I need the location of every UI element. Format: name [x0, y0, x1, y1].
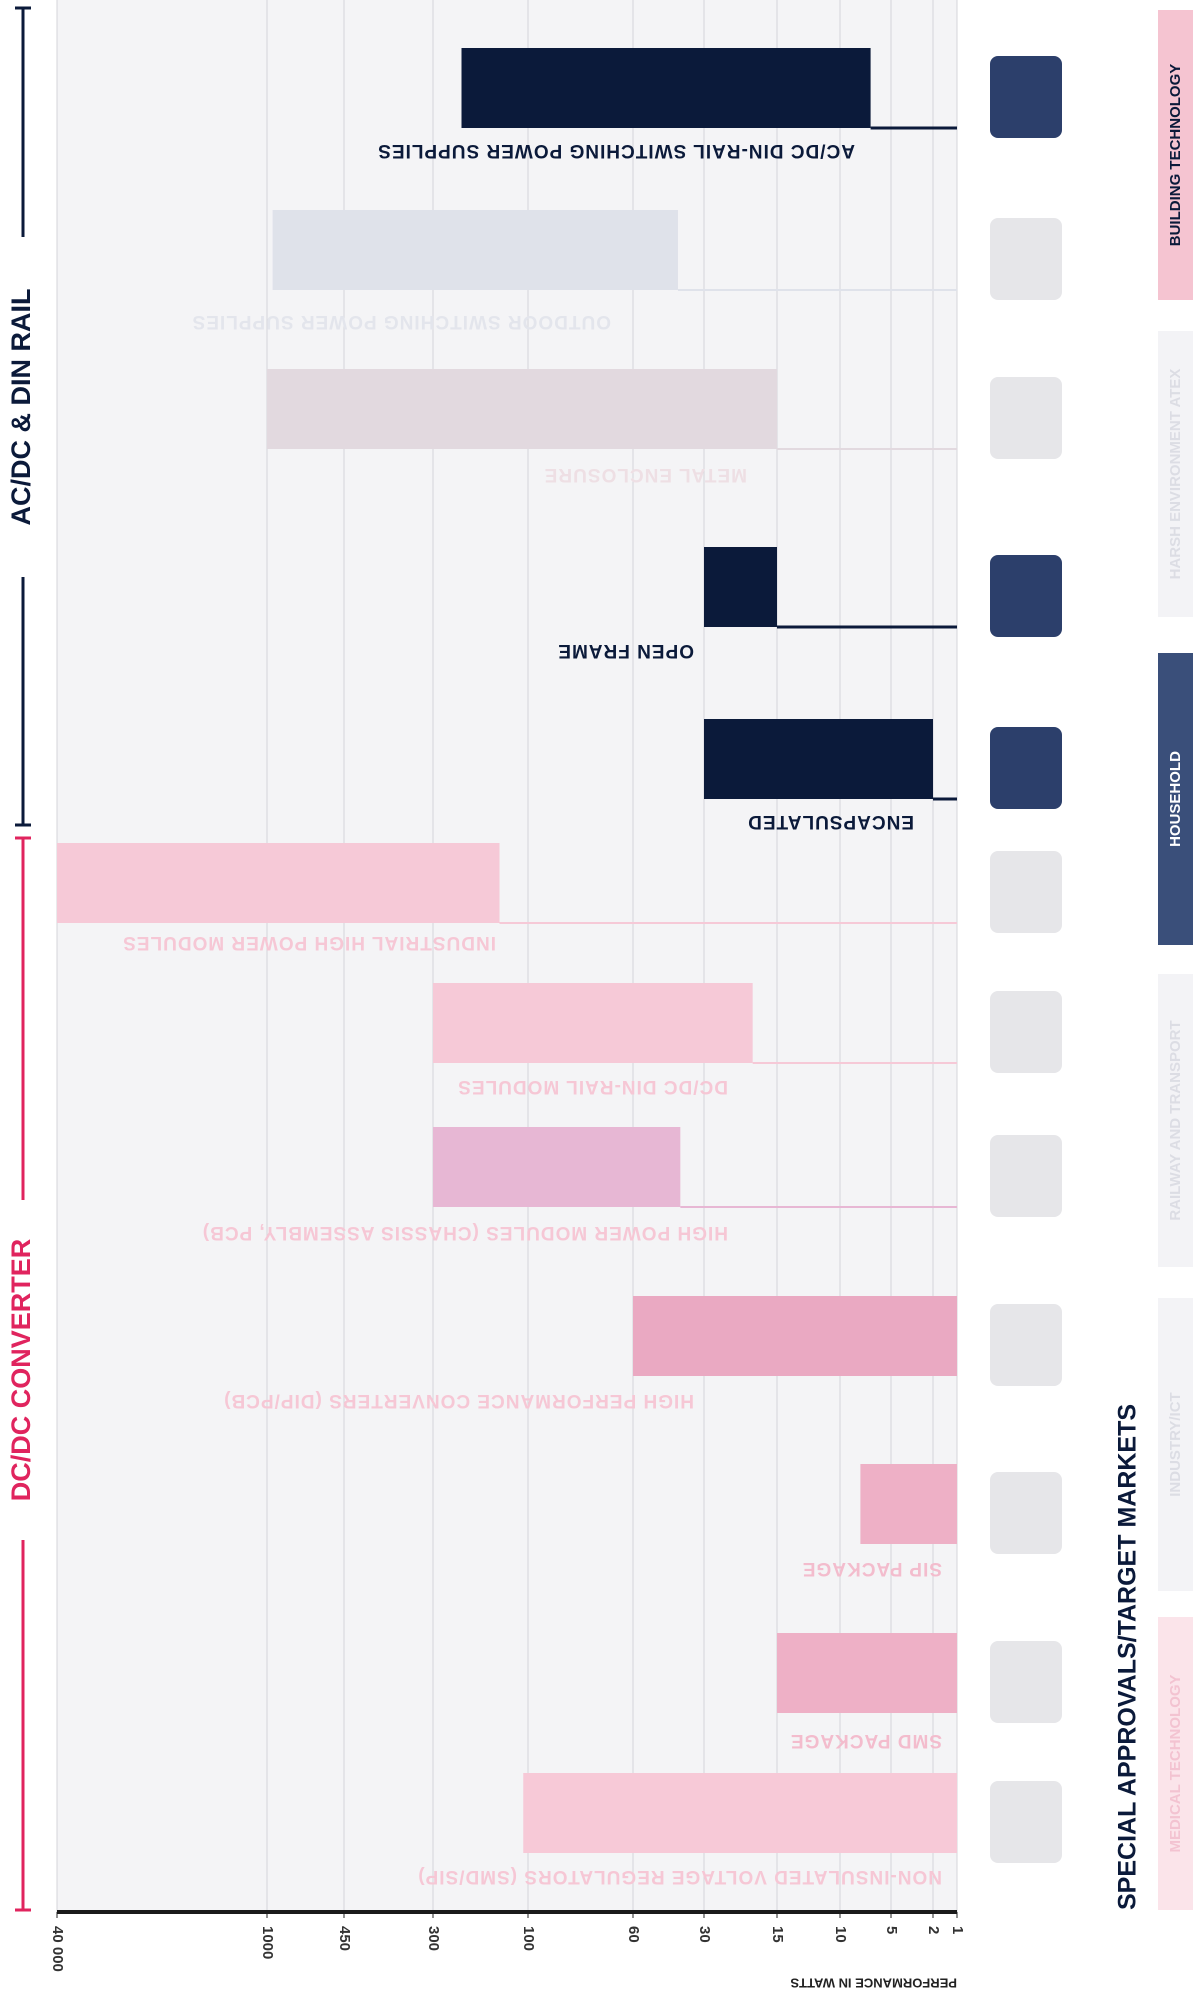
x-tick-label: 15	[769, 1926, 786, 1943]
x-tick-label: 300	[425, 1926, 442, 1951]
market-label: HOUSEHOLD	[1167, 751, 1184, 847]
range-bar	[860, 1464, 957, 1544]
range-bar	[273, 210, 678, 290]
row-label: NON-INSULATED VOLTAGE REGULATORS (SMD/SI…	[417, 1866, 942, 1887]
row-label: HIGH POWER MODULES (CHASSIS ASSEMBLY, PC…	[202, 1222, 728, 1243]
product-image	[990, 851, 1062, 933]
x-tick-label: 40 000	[49, 1926, 66, 1972]
row-label: OUTDOOR SWITCHING POWER SUPPLIES	[192, 311, 611, 332]
row-label: HIGH PERFORMANCE CONVERTERS (DIP/PCB)	[223, 1390, 694, 1411]
market-label: MEDICAL TECHNOLOGY	[1167, 1674, 1184, 1852]
range-bar	[704, 719, 933, 799]
product-image	[990, 1304, 1062, 1386]
x-axis-label: PERFORMANCE IN WATTS	[790, 1976, 957, 1991]
market-label: INDUSTRY/ICT	[1167, 1392, 1184, 1496]
product-image	[990, 1781, 1062, 1863]
range-bar	[57, 843, 500, 923]
x-tick-label: 450	[336, 1926, 353, 1951]
range-bar	[523, 1773, 957, 1853]
product-image	[990, 218, 1062, 300]
x-tick-label: 10	[832, 1926, 849, 1943]
x-tick-label: 1000	[259, 1926, 276, 1959]
row-label: OPEN FRAME	[557, 640, 694, 661]
product-image	[990, 56, 1062, 138]
product-image	[990, 1135, 1062, 1217]
row-label: ENCAPSULATED	[747, 811, 914, 832]
product-image	[990, 377, 1062, 459]
x-tick-label: 2	[925, 1926, 942, 1934]
product-image	[990, 1641, 1062, 1723]
row-label: AC/DC DIN-RAIL SWITCHING POWER SUPPLIES	[377, 140, 855, 161]
x-tick-label: 100	[520, 1926, 537, 1951]
product-image	[990, 1472, 1062, 1554]
markets-title: SPECIAL APPROVALS/TARGET MARKETS	[1114, 1404, 1142, 1910]
range-bar	[777, 1633, 957, 1713]
chart: 40 000 1000 450 300 100 60 30 15 10 5 21 PERFORMANC…	[0, 0, 1203, 2004]
row-label: SMD PACKAGE	[790, 1730, 942, 1751]
market-label: HARSH ENVIRONMENT ATEX	[1167, 369, 1184, 580]
product-image	[990, 555, 1062, 637]
product-image	[990, 991, 1062, 1073]
range-bar	[267, 369, 777, 449]
row-label: DC/DC DIN-RAIL MODULES	[457, 1076, 728, 1097]
section-label: DC/DC CONVERTER	[6, 1239, 36, 1502]
x-tick-label: 60	[625, 1926, 642, 1943]
range-bar	[462, 48, 871, 128]
section-label: AC/DC & DIN RAIL	[6, 289, 36, 526]
page: 40 000 1000 450 300 100 60 30 15 10 5 21 PERFORMANC…	[0, 0, 1203, 2004]
x-tick-label: 5	[883, 1926, 900, 1934]
product-image	[990, 727, 1062, 809]
row-label: SIP PACKAGE	[802, 1558, 942, 1579]
market-label: BUILDING TECHNOLOGY	[1167, 64, 1184, 247]
row-label: METAL ENCLOSURE	[544, 464, 747, 485]
range-bar	[633, 1296, 957, 1376]
range-bar	[433, 983, 753, 1063]
x-tick-label: 30	[696, 1926, 713, 1943]
market-label: RAILWAY AND TRANSPORT	[1167, 1020, 1184, 1220]
range-bar	[433, 1127, 680, 1207]
row-label: INDUSTRIAL HIGH POWER MODULES	[122, 932, 496, 953]
range-bar	[704, 547, 777, 627]
x-tick-label: 1	[949, 1926, 966, 1934]
